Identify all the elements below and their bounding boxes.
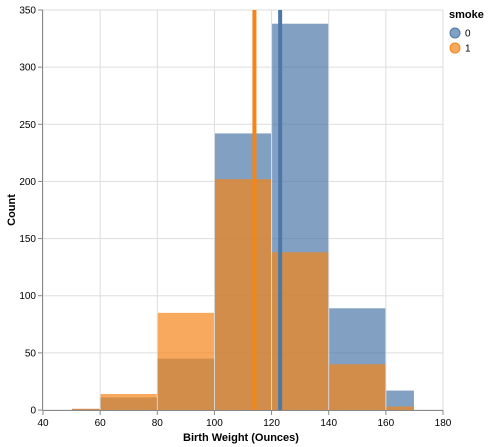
histogram-bar-smoke-1 — [72, 408, 100, 410]
histogram-bar-smoke-1 — [386, 406, 414, 410]
x-tick-label: 60 — [95, 418, 107, 429]
legend-symbol-smoke-0 — [449, 27, 461, 39]
y-tick-label: 100 — [19, 291, 36, 302]
histogram-bar-smoke-1 — [329, 364, 386, 410]
y-tick-label: 200 — [19, 177, 36, 188]
legend-label-smoke-1: 1 — [465, 44, 471, 55]
y-tick-label: 300 — [19, 63, 36, 74]
histogram-bar-smoke-1 — [100, 394, 157, 410]
histogram-bar-smoke-1 — [214, 179, 272, 410]
y-tick-label: 250 — [19, 120, 36, 131]
histogram-bar-smoke-1 — [157, 312, 214, 410]
legend: smoke 0 1 — [449, 9, 484, 55]
y-tick-label: 350 — [19, 6, 36, 17]
y-axis-title: Count — [6, 194, 18, 226]
legend-label-smoke-0: 0 — [465, 29, 471, 40]
y-tick-label: 50 — [25, 348, 37, 359]
x-tick-label: 100 — [206, 418, 223, 429]
x-tick-label: 140 — [320, 418, 337, 429]
y-tick-label: 150 — [19, 234, 36, 245]
histogram-bar-smoke-0 — [386, 390, 414, 410]
x-tick-label: 120 — [263, 418, 280, 429]
legend-symbol-smoke-1 — [449, 42, 461, 54]
y-tick-label: 0 — [30, 406, 36, 417]
x-tick-label: 180 — [435, 418, 452, 429]
x-tick-label: 160 — [378, 418, 395, 429]
histogram-bars — [72, 23, 414, 410]
x-axis-title: Birth Weight (Ounces) — [183, 432, 299, 444]
x-tick-label: 40 — [37, 418, 49, 429]
mean-rules — [252, 10, 283, 410]
x-tick-label: 80 — [152, 418, 164, 429]
axes: Birth Weight (Ounces) Count 40 60 80 100 120… — [6, 6, 452, 445]
legend-title: smoke — [449, 9, 484, 21]
